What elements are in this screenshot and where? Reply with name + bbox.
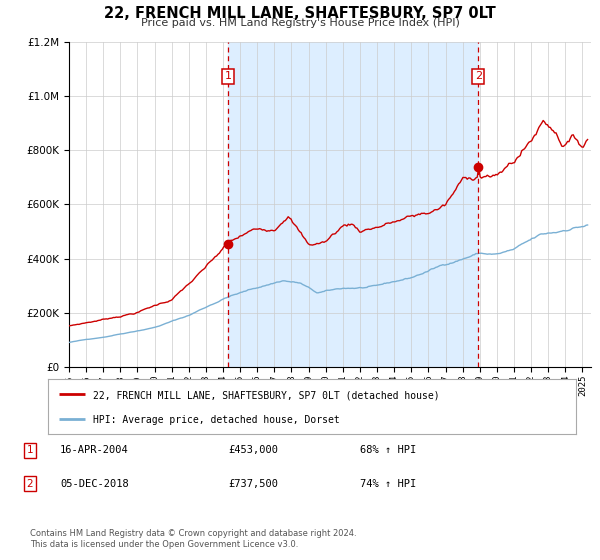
Text: £453,000: £453,000 [228, 445, 278, 455]
Text: Price paid vs. HM Land Registry's House Price Index (HPI): Price paid vs. HM Land Registry's House … [140, 18, 460, 28]
Text: 1: 1 [224, 71, 232, 81]
Text: Contains HM Land Registry data © Crown copyright and database right 2024.
This d: Contains HM Land Registry data © Crown c… [30, 529, 356, 549]
Text: 2: 2 [26, 479, 34, 489]
Text: £737,500: £737,500 [228, 479, 278, 489]
Text: 68% ↑ HPI: 68% ↑ HPI [360, 445, 416, 455]
Text: 16-APR-2004: 16-APR-2004 [60, 445, 129, 455]
Text: 22, FRENCH MILL LANE, SHAFTESBURY, SP7 0LT: 22, FRENCH MILL LANE, SHAFTESBURY, SP7 0… [104, 6, 496, 21]
Text: 05-DEC-2018: 05-DEC-2018 [60, 479, 129, 489]
Text: HPI: Average price, detached house, Dorset: HPI: Average price, detached house, Dors… [93, 416, 340, 425]
Text: 22, FRENCH MILL LANE, SHAFTESBURY, SP7 0LT (detached house): 22, FRENCH MILL LANE, SHAFTESBURY, SP7 0… [93, 390, 440, 400]
Text: 1: 1 [26, 445, 34, 455]
Text: 2: 2 [475, 71, 482, 81]
Bar [228, 42, 478, 367]
Text: 74% ↑ HPI: 74% ↑ HPI [360, 479, 416, 489]
